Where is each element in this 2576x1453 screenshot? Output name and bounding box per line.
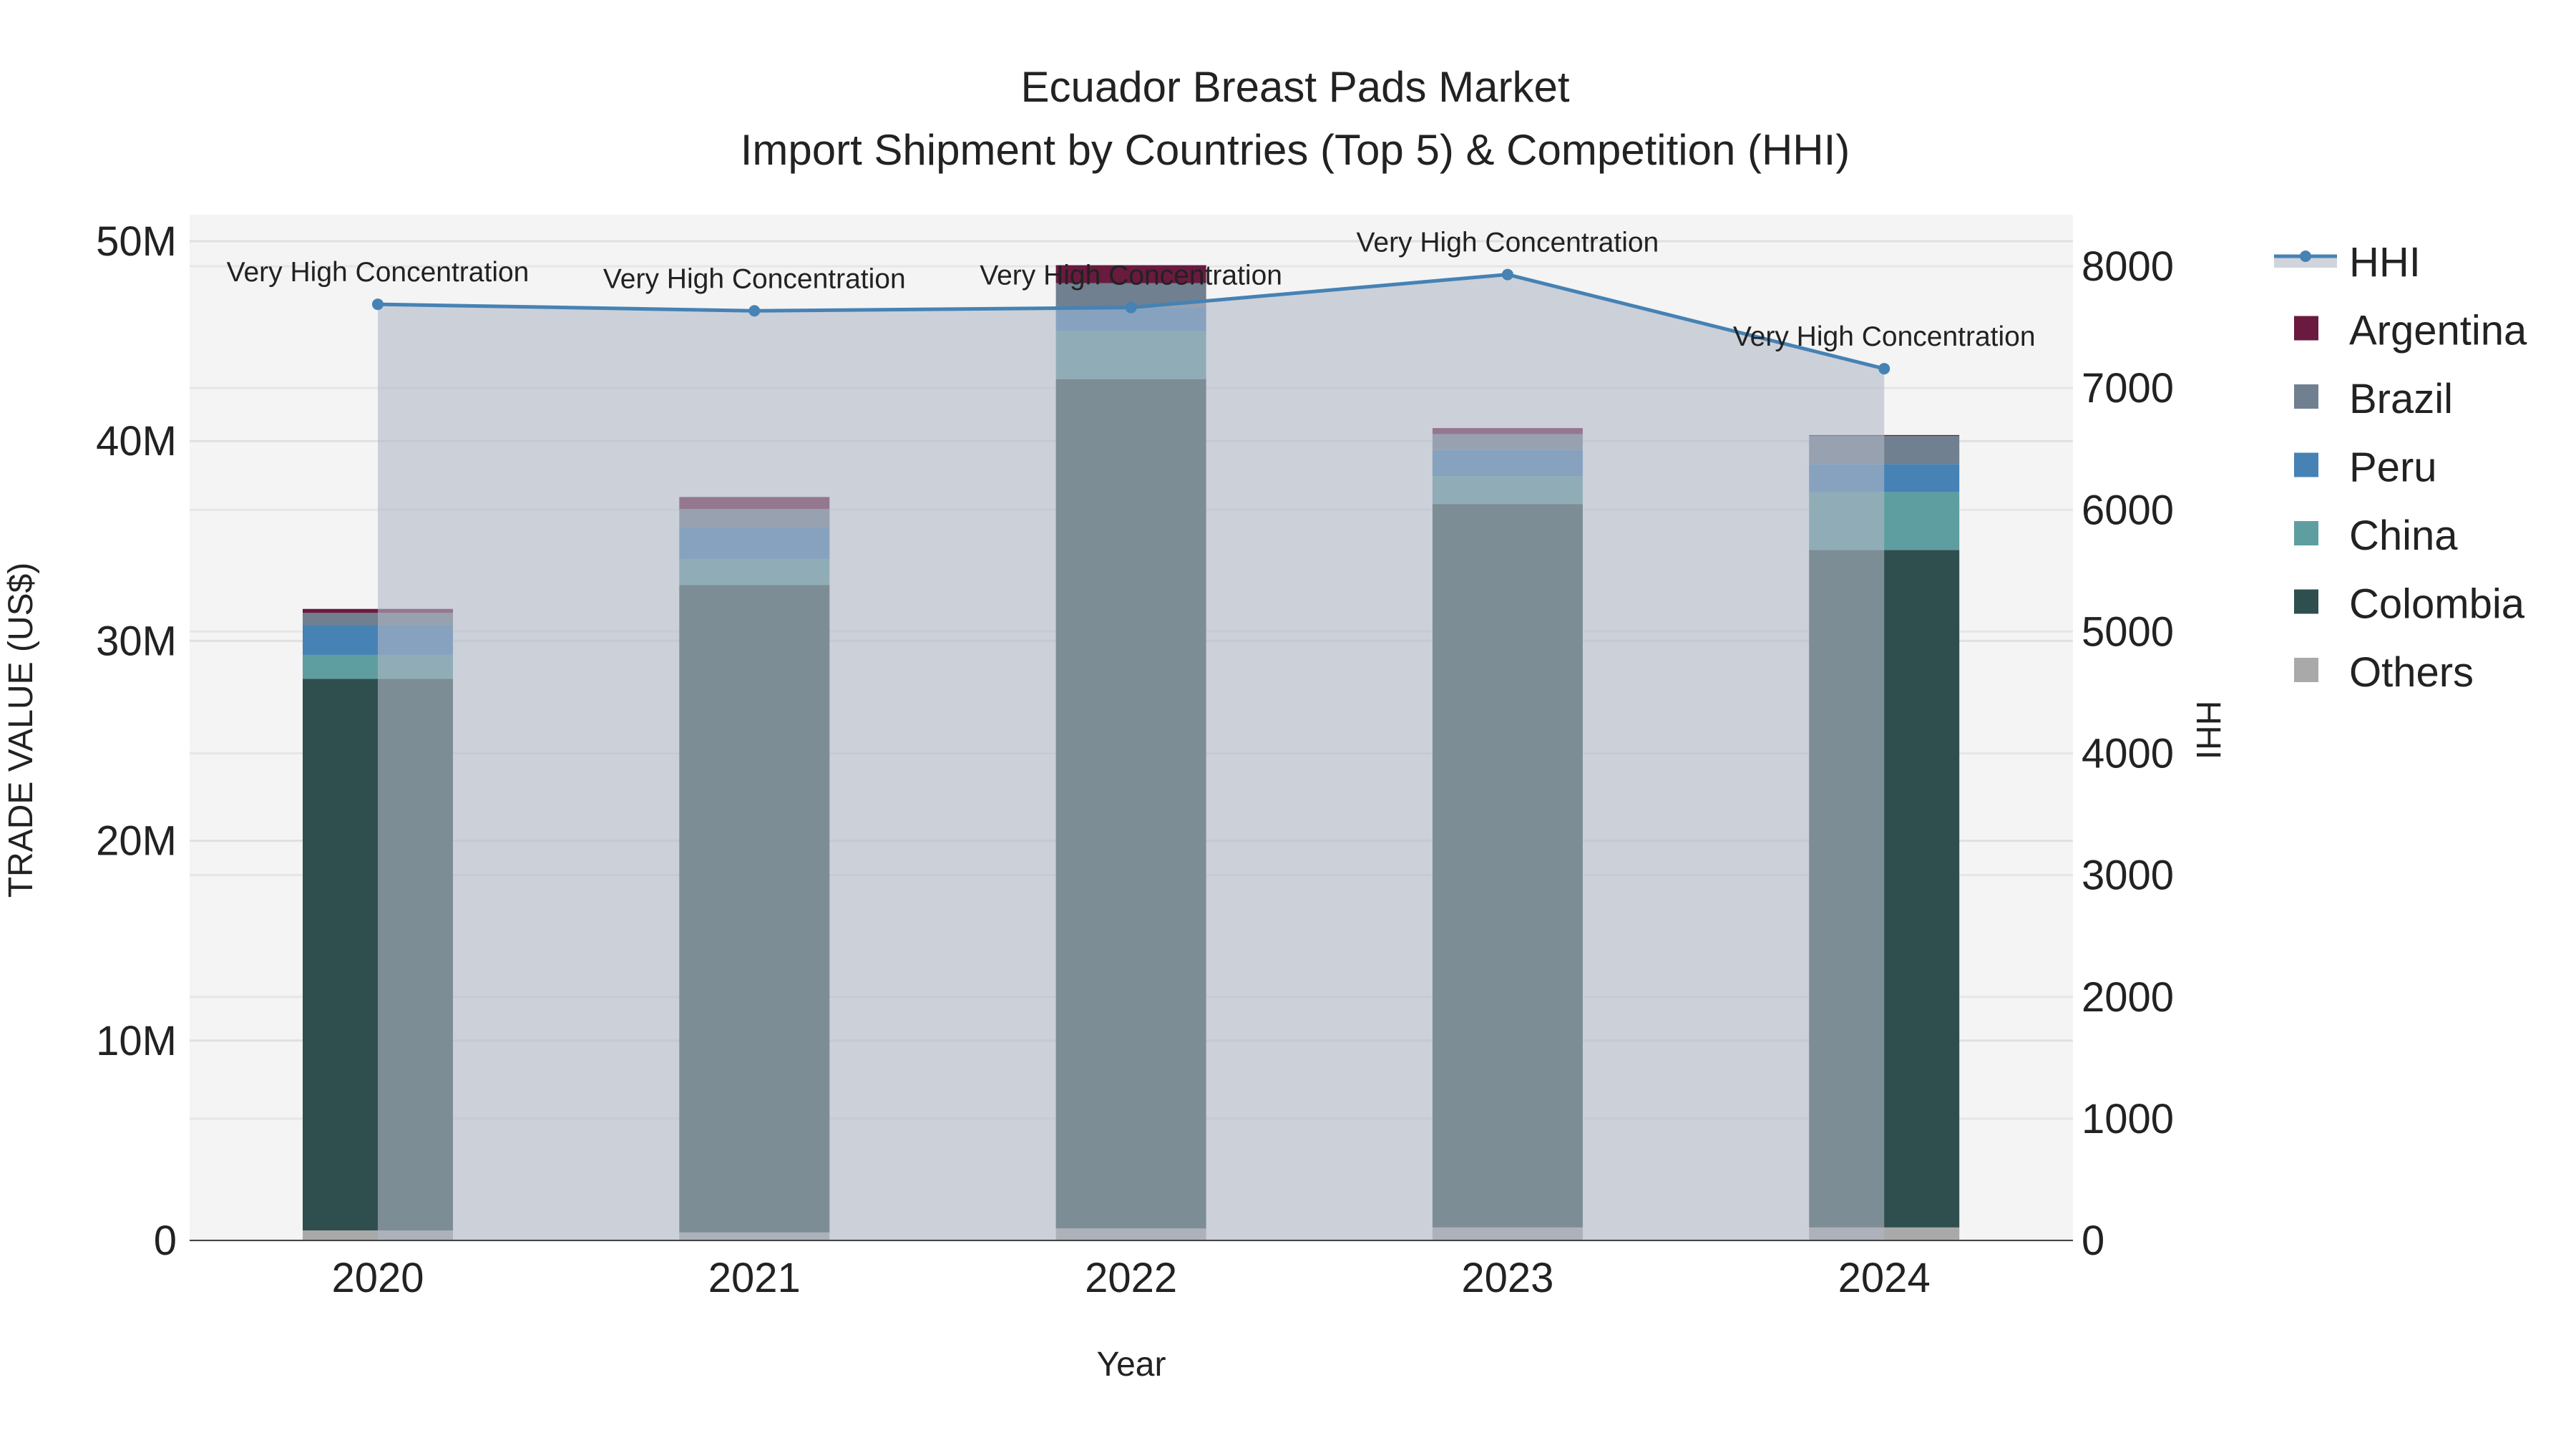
y-tick-label: 30M [96, 618, 177, 664]
y2-tick-label: 6000 [2082, 487, 2174, 533]
hhi-fill [378, 274, 1885, 1241]
legend-item-peru: Peru [2294, 444, 2437, 491]
hhi-area [378, 274, 1885, 1241]
y2-tick-label: 0 [2082, 1218, 2104, 1264]
y2-tick-label: 3000 [2082, 852, 2174, 899]
y2-tick-label: 2000 [2082, 974, 2174, 1021]
y2-axis-ticks: 0 1000 2000 3000 4000 5000 6000 7000 8000 [2082, 243, 2174, 1264]
y2-tick-label: 4000 [2082, 731, 2174, 777]
y-tick-label: 0 [154, 1218, 177, 1264]
y2-tick-label: 1000 [2082, 1096, 2174, 1142]
bar-argentina-2022 [1055, 265, 1206, 283]
legend-label: Peru [2349, 444, 2437, 491]
legend: HHI Argentina Brazil Peru China Colombia Other… [2274, 239, 2527, 696]
legend-swatch-icon [2294, 521, 2318, 545]
legend-item-hhi: HHI [2274, 239, 2421, 286]
hhi-annotation: Very High Concentration [227, 257, 530, 288]
legend-swatch-icon [2294, 316, 2318, 341]
hhi-annotation: Very High Concentration [603, 263, 906, 294]
hhi-point-2024 [1878, 363, 1890, 375]
hhi-annotation: Very High Concentration [1357, 228, 1659, 258]
y2-tick-label: 8000 [2082, 243, 2174, 290]
legend-swatch-icon [2294, 589, 2318, 614]
legend-label: China [2349, 512, 2458, 559]
x-tick-label: 2021 [708, 1255, 801, 1301]
annotations: Very High Concentration Very High Concent… [227, 228, 2036, 353]
legend-label: Others [2349, 649, 2474, 696]
x-tick-label: 2022 [1085, 1255, 1177, 1301]
x-axis-title: Year [1097, 1346, 1166, 1384]
legend-item-brazil: Brazil [2294, 376, 2453, 422]
x-tick-label: 2023 [1461, 1255, 1553, 1301]
y2-axis-title: HHI [2189, 701, 2227, 760]
legend-item-colombia: Colombia [2294, 581, 2525, 628]
hhi-point-2020 [372, 298, 384, 311]
y2-tick-label: 7000 [2082, 365, 2174, 412]
hhi-point-2021 [748, 305, 761, 317]
hhi-annotation: Very High Concentration [980, 261, 1282, 291]
y-tick-label: 50M [96, 218, 177, 265]
legend-hhi-marker-icon [2300, 251, 2311, 262]
legend-item-argentina: Argentina [2294, 308, 2527, 354]
chart-title: Ecuador Breast Pads Market [1020, 63, 1569, 111]
x-tick-label: 2020 [331, 1255, 424, 1301]
x-axis-ticks: 2020 2021 2022 2023 2024 [331, 1255, 1930, 1301]
y2-tick-label: 5000 [2082, 608, 2174, 655]
y-axis-title: TRADE VALUE (US$) [2, 563, 40, 898]
legend-item-others: Others [2294, 649, 2474, 696]
legend-swatch-icon [2294, 384, 2318, 409]
legend-swatch-icon [2294, 658, 2318, 682]
hhi-annotation: Very High Concentration [1733, 321, 2036, 352]
y-axis-ticks: 0 10M 20M 30M 40M 50M [96, 218, 177, 1264]
legend-item-china: China [2294, 512, 2458, 559]
legend-label: Colombia [2349, 581, 2525, 628]
legend-swatch-icon [2294, 452, 2318, 477]
legend-label: HHI [2349, 239, 2421, 286]
y-tick-label: 40M [96, 418, 177, 465]
hhi-line [372, 268, 1890, 375]
y-tick-label: 20M [96, 818, 177, 865]
y-tick-label: 10M [96, 1018, 177, 1064]
legend-label: Brazil [2349, 376, 2453, 422]
legend-label: Argentina [2349, 308, 2527, 354]
chart-subtitle: Import Shipment by Countries (Top 5) & C… [741, 126, 1850, 174]
hhi-point-2023 [1501, 268, 1513, 281]
x-tick-label: 2024 [1838, 1255, 1931, 1301]
hhi-point-2022 [1125, 301, 1137, 314]
